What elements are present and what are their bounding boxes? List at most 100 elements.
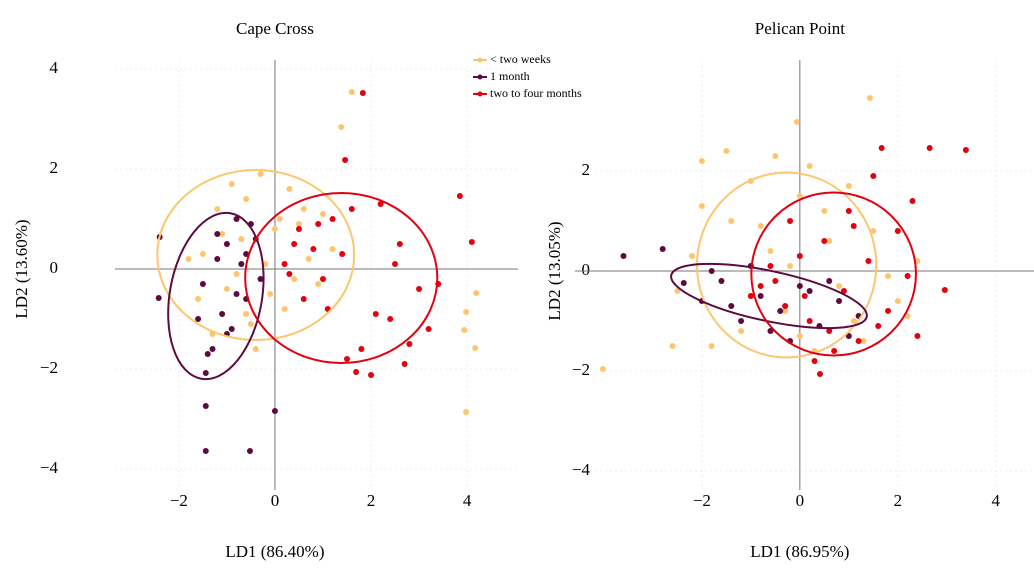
point <box>359 90 366 96</box>
point <box>387 316 394 322</box>
point <box>680 280 687 286</box>
point <box>338 124 345 130</box>
point <box>757 223 764 229</box>
point <box>904 273 911 279</box>
point <box>286 186 293 192</box>
point <box>806 318 813 324</box>
point <box>826 278 833 284</box>
point <box>826 328 833 334</box>
confidence-ellipse <box>167 211 265 381</box>
point <box>796 283 803 289</box>
point <box>353 369 360 375</box>
x-tick-label: 2 <box>894 491 903 510</box>
point <box>329 246 336 252</box>
chart-title: Pelican Point <box>755 19 845 38</box>
point <box>185 256 192 262</box>
point <box>757 283 764 289</box>
point <box>787 218 794 224</box>
point <box>271 226 278 232</box>
x-tick-label: 4 <box>463 491 472 510</box>
point <box>850 318 857 324</box>
point <box>233 291 240 297</box>
point <box>300 296 307 302</box>
point <box>300 206 307 212</box>
x-tick-label: 4 <box>992 491 1001 510</box>
point <box>718 278 725 284</box>
x-axis-label: LD1 (86.40%) <box>225 542 324 561</box>
y-tick-label: −4 <box>40 458 59 477</box>
y-tick-label: 0 <box>582 260 591 279</box>
point <box>599 366 606 372</box>
point <box>836 298 843 304</box>
point <box>821 238 828 244</box>
point <box>885 308 892 314</box>
point <box>392 261 399 267</box>
point <box>865 258 872 264</box>
point <box>348 89 355 95</box>
point <box>674 288 681 294</box>
point <box>845 333 852 339</box>
y-tick-label: 2 <box>50 158 59 177</box>
point <box>723 148 730 154</box>
point <box>214 256 221 262</box>
point <box>315 281 322 287</box>
point <box>401 361 408 367</box>
point <box>941 287 948 293</box>
x-axis-label: LD1 (86.95%) <box>750 542 849 561</box>
point <box>267 291 274 297</box>
point <box>850 223 857 229</box>
point <box>669 343 676 349</box>
point <box>219 231 226 237</box>
legend-text: two to four months <box>490 86 582 100</box>
point <box>767 263 774 269</box>
point <box>689 253 696 259</box>
point <box>738 328 745 334</box>
point <box>801 293 808 299</box>
point <box>860 338 867 344</box>
point <box>233 216 240 222</box>
y-tick-label: 0 <box>50 258 59 277</box>
point <box>276 216 283 222</box>
point <box>202 448 209 454</box>
point <box>195 316 202 322</box>
point <box>777 308 784 314</box>
point <box>738 318 745 324</box>
point <box>291 276 298 282</box>
point <box>757 293 764 299</box>
point <box>659 246 666 252</box>
x-tick-label: 0 <box>271 491 280 510</box>
point <box>416 286 423 292</box>
y-axis-label: LD2 (13.05%) <box>545 221 564 320</box>
point <box>425 326 432 332</box>
point <box>855 338 862 344</box>
point <box>286 271 293 277</box>
point <box>772 153 779 159</box>
x-tick-label: −2 <box>170 491 188 510</box>
point <box>319 276 326 282</box>
point <box>456 193 463 199</box>
legend-text: < two weeks <box>490 52 551 66</box>
point <box>885 273 892 279</box>
point <box>821 208 828 214</box>
point <box>339 251 346 257</box>
point <box>202 370 209 376</box>
point <box>914 333 921 339</box>
legend-marker <box>477 57 483 63</box>
point <box>831 348 838 354</box>
point <box>926 145 933 151</box>
panel: −2 0 2 4 −4 −2 0 2 Pelican Point LD1 (86.95%) LD2 … <box>545 19 1034 561</box>
point <box>894 228 901 234</box>
point <box>840 288 847 294</box>
point <box>291 241 298 247</box>
point <box>870 228 877 234</box>
y-tick-label: −2 <box>40 358 58 377</box>
point <box>875 323 882 329</box>
point <box>228 326 235 332</box>
point <box>368 372 375 378</box>
point <box>199 251 206 257</box>
point <box>228 181 235 187</box>
point <box>214 206 221 212</box>
point <box>782 303 789 309</box>
point <box>348 206 355 212</box>
